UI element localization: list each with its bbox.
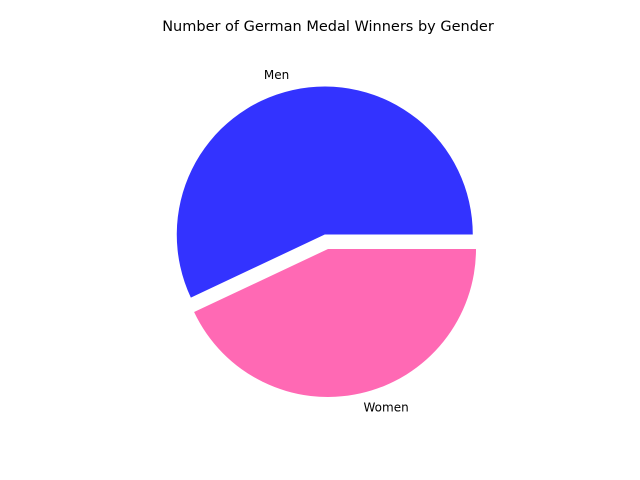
chart-title: Number of German Medal Winners by Gender — [162, 19, 494, 35]
pie-slice-men — [176, 86, 473, 298]
pie-labels: Men Women — [264, 68, 409, 414]
pie-label-women: Women — [364, 400, 409, 414]
pie-slices — [176, 86, 476, 398]
pie-slice-women — [194, 249, 476, 398]
pie-label-men: Men — [264, 68, 289, 82]
